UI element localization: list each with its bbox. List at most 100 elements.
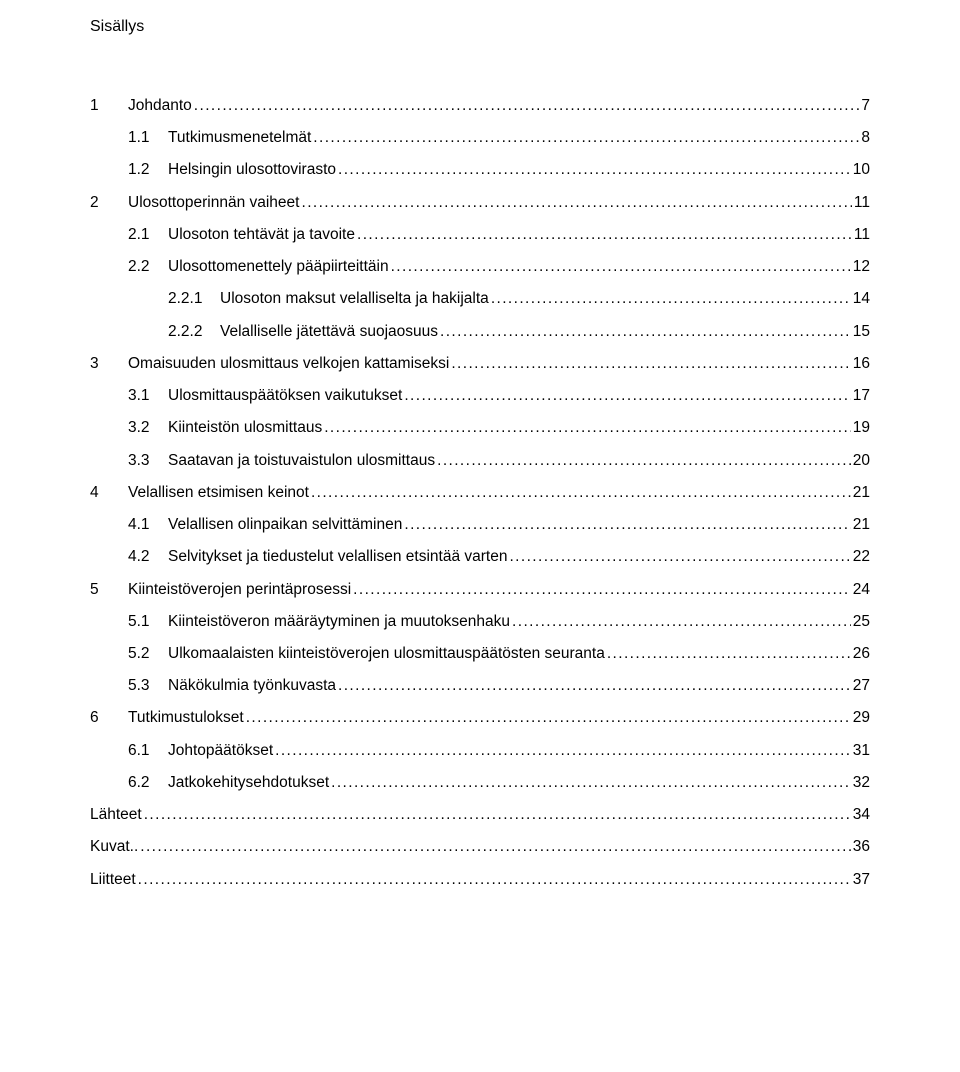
toc-entry-label: Ulosmittauspäätöksen vaikutukset: [168, 380, 402, 412]
toc-entry-number: 3.1: [128, 380, 168, 412]
toc-entry: 2.2Ulosottomenettely pääpiirteittäin 12: [90, 251, 870, 283]
toc-entry-number: 4: [90, 477, 128, 509]
toc-entry-label: Ulosoton maksut velalliselta ja hakijalt…: [220, 283, 489, 315]
toc-entry-page: 11: [854, 219, 870, 251]
toc-entry-label: Ulosoton tehtävät ja tavoite: [168, 219, 355, 251]
toc-entry-page: 32: [853, 767, 870, 799]
toc-entry-label: Ulosottoperinnän vaiheet: [128, 187, 299, 219]
toc-entry-label: Velallisen etsimisen keinot: [128, 477, 309, 509]
toc-entry: Kuvat.. 36: [90, 831, 870, 863]
toc-entry: 2Ulosottoperinnän vaiheet 11: [90, 187, 870, 219]
toc-entry-page: 36: [853, 831, 870, 863]
toc-entry-number: 2.2: [128, 251, 168, 283]
toc-leader-dots: [491, 283, 851, 315]
toc-entry-page: 29: [853, 702, 870, 734]
toc-entry-page: 12: [853, 251, 870, 283]
toc-entry-label: Lähteet: [90, 799, 142, 831]
toc-entry-label: Kiinteistön ulosmittaus: [168, 412, 322, 444]
toc-entry: 3.3Saatavan ja toistuvaistulon ulosmitta…: [90, 445, 870, 477]
toc-entry: 5.1Kiinteistöveron määräytyminen ja muut…: [90, 606, 870, 638]
toc-entry: 1.1Tutkimusmenetelmät 8: [90, 122, 870, 154]
toc-entry-label: Ulkomaalaisten kiinteistöverojen ulosmit…: [168, 638, 605, 670]
toc-leader-dots: [301, 187, 851, 219]
toc-entry-number: 5.2: [128, 638, 168, 670]
toc-entry-number: 5.3: [128, 670, 168, 702]
toc-entry: 4.2Selvitykset ja tiedustelut velallisen…: [90, 541, 870, 573]
toc-entry-page: 11: [854, 187, 870, 219]
toc-entry: 5Kiinteistöverojen perintäprosessi 24: [90, 574, 870, 606]
toc-entry-label: Velalliselle jätettävä suojaosuus: [220, 316, 438, 348]
toc-entry: 4Velallisen etsimisen keinot 21: [90, 477, 870, 509]
toc-entry-label: Selvitykset ja tiedustelut velallisen et…: [168, 541, 507, 573]
toc-entry-number: 4.2: [128, 541, 168, 573]
toc-entry-page: 27: [853, 670, 870, 702]
toc-leader-dots: [607, 638, 851, 670]
toc-entry-page: 7: [861, 90, 870, 122]
toc-entry-page: 31: [853, 735, 870, 767]
toc-entry-number: 3.2: [128, 412, 168, 444]
toc-entry-label: Saatavan ja toistuvaistulon ulosmittaus: [168, 445, 435, 477]
toc-entry-label: Kuvat..: [90, 831, 138, 863]
toc-leader-dots: [357, 219, 852, 251]
toc-entry-number: 1.1: [128, 122, 168, 154]
toc-entry-number: 4.1: [128, 509, 168, 541]
toc-leader-dots: [324, 412, 851, 444]
toc-leader-dots: [246, 702, 851, 734]
toc-entry-label: Liitteet: [90, 864, 136, 896]
toc-entry: 5.2Ulkomaalaisten kiinteistöverojen ulos…: [90, 638, 870, 670]
toc-entry: 2.2.2Velalliselle jätettävä suojaosuus 1…: [90, 316, 870, 348]
toc-entry-page: 17: [853, 380, 870, 412]
table-of-contents: 1Johdanto 71.1Tutkimusmenetelmät 81.2Hel…: [90, 90, 870, 896]
toc-entry: 3Omaisuuden ulosmittaus velkojen kattami…: [90, 348, 870, 380]
toc-entry-label: Helsingin ulosottovirasto: [168, 154, 336, 186]
toc-entry-number: 3.3: [128, 445, 168, 477]
toc-leader-dots: [353, 574, 851, 606]
toc-entry-label: Ulosottomenettely pääpiirteittäin: [168, 251, 389, 283]
toc-entry-page: 16: [853, 348, 870, 380]
toc-entry-page: 15: [853, 316, 870, 348]
toc-entry-number: 3: [90, 348, 128, 380]
toc-leader-dots: [140, 831, 851, 863]
toc-entry-number: 1: [90, 90, 128, 122]
toc-entry: 3.1Ulosmittauspäätöksen vaikutukset 17: [90, 380, 870, 412]
toc-entry-label: Velallisen olinpaikan selvittäminen: [168, 509, 402, 541]
toc-entry-page: 21: [853, 477, 870, 509]
toc-entry-label: Tutkimustulokset: [128, 702, 244, 734]
toc-entry: 2.2.1Ulosoton maksut velalliselta ja hak…: [90, 283, 870, 315]
toc-entry-label: Jatkokehitysehdotukset: [168, 767, 329, 799]
toc-leader-dots: [440, 316, 851, 348]
toc-entry-label: Johtopäätökset: [168, 735, 273, 767]
toc-entry-number: 6.1: [128, 735, 168, 767]
toc-entry: 6.2Jatkokehitysehdotukset 32: [90, 767, 870, 799]
toc-entry: Liitteet 37: [90, 864, 870, 896]
toc-entry-label: Näkökulmia työnkuvasta: [168, 670, 336, 702]
toc-entry-number: 2.1: [128, 219, 168, 251]
toc-leader-dots: [451, 348, 850, 380]
toc-entry: 2.1Ulosoton tehtävät ja tavoite 11: [90, 219, 870, 251]
toc-entry: 5.3Näkökulmia työnkuvasta 27: [90, 670, 870, 702]
toc-leader-dots: [311, 477, 851, 509]
toc-entry-number: 6.2: [128, 767, 168, 799]
toc-leader-dots: [144, 799, 851, 831]
toc-entry-page: 21: [853, 509, 870, 541]
toc-entry-number: 2.2.2: [168, 316, 220, 348]
toc-entry-page: 20: [853, 445, 870, 477]
page-title: Sisällys: [90, 18, 870, 36]
toc-entry-page: 10: [853, 154, 870, 186]
toc-entry-page: 14: [853, 283, 870, 315]
toc-entry-label: Omaisuuden ulosmittaus velkojen kattamis…: [128, 348, 449, 380]
toc-leader-dots: [313, 122, 859, 154]
toc-entry-page: 8: [861, 122, 870, 154]
toc-entry-page: 25: [853, 606, 870, 638]
toc-leader-dots: [404, 380, 850, 412]
toc-entry-number: 2: [90, 187, 128, 219]
toc-leader-dots: [391, 251, 851, 283]
toc-entry-page: 34: [853, 799, 870, 831]
toc-entry-page: 37: [853, 864, 870, 896]
toc-leader-dots: [509, 541, 850, 573]
toc-entry: 1Johdanto 7: [90, 90, 870, 122]
toc-entry-number: 2.2.1: [168, 283, 220, 315]
toc-entry-number: 5: [90, 574, 128, 606]
toc-entry-label: Johdanto: [128, 90, 192, 122]
toc-leader-dots: [138, 864, 851, 896]
